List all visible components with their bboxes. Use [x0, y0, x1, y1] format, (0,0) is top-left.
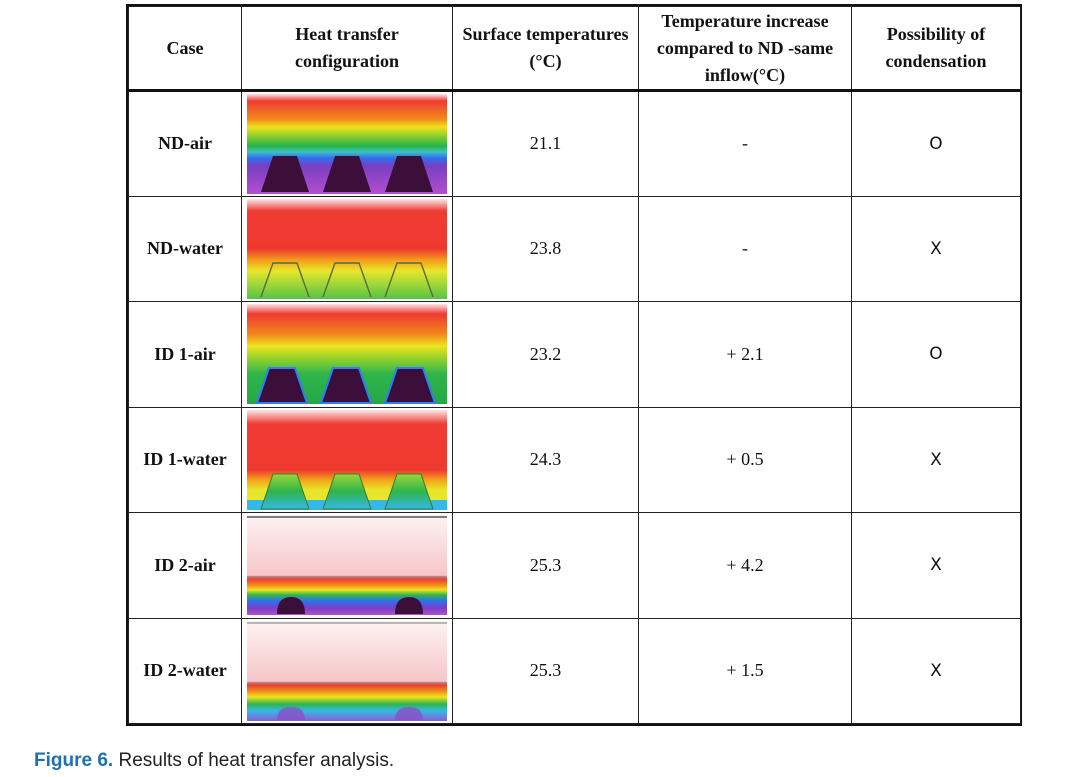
temperature-increase-cell: + 4.2	[638, 512, 852, 619]
results-table-frame: Case Heat transfer configuration Surface…	[126, 4, 1022, 726]
heat-map-id1-water	[247, 409, 447, 510]
heat-map-cell	[241, 90, 453, 197]
figure-label: Figure 6.	[34, 750, 114, 771]
case-cell: ND-water	[128, 195, 242, 302]
condensation-cell: X	[851, 195, 1021, 302]
temperature-increase-cell: + 0.5	[638, 406, 852, 513]
case-cell: ID 2-water	[128, 617, 242, 724]
condensation-cell: X	[851, 617, 1021, 724]
heat-map-id2-water	[247, 620, 447, 721]
header-configuration: Heat transfer configuration	[241, 6, 453, 92]
table-row: ID 1-water	[128, 406, 1021, 513]
heat-map-nd-water	[247, 198, 447, 299]
case-cell: ID 2-air	[128, 512, 242, 619]
surface-temperature-cell: 25.3	[452, 512, 639, 619]
surface-temperature-cell: 23.2	[452, 301, 639, 408]
condensation-cell: O	[851, 301, 1021, 408]
table-row: ID 2-air	[128, 512, 1021, 619]
surface-temperature-cell: 25.3	[452, 617, 639, 724]
condensation-cell: X	[851, 406, 1021, 513]
heat-map-id2-air	[247, 515, 447, 616]
header-case: Case	[128, 6, 242, 92]
heat-map-nd-air	[247, 93, 447, 194]
heat-map-cell	[241, 512, 453, 619]
table-row: ND-water	[128, 195, 1021, 302]
condensation-cell: O	[851, 90, 1021, 197]
figure-caption-text: Results of heat transfer analysis.	[113, 750, 395, 771]
header-condensation: Possibility of condensation	[851, 6, 1021, 92]
results-table: Case Heat transfer configuration Surface…	[128, 6, 1021, 724]
heat-map-id1-air	[247, 304, 447, 405]
figure-caption: Figure 6. Results of heat transfer analy…	[34, 750, 394, 772]
case-cell: ID 1-air	[128, 301, 242, 408]
heat-map-cell	[241, 406, 453, 513]
case-cell: ID 1-water	[128, 406, 242, 513]
heat-map-cell	[241, 195, 453, 302]
temperature-increase-cell: + 1.5	[638, 617, 852, 724]
heat-map-cell	[241, 617, 453, 724]
surface-temperature-cell: 21.1	[452, 90, 639, 197]
header-surface-temperature: Surface temperatures (°C)	[452, 6, 639, 92]
table-row: ID 1-air	[128, 301, 1021, 408]
surface-temperature-cell: 23.8	[452, 195, 639, 302]
table-row: ID 2-water	[128, 617, 1021, 724]
table-row: ND-air	[128, 90, 1021, 197]
surface-temperature-cell: 24.3	[452, 406, 639, 513]
temperature-increase-cell: -	[638, 195, 852, 302]
heat-map-cell	[241, 301, 453, 408]
header-temperature-increase: Temperature increase compared to ND -sam…	[638, 6, 852, 92]
case-cell: ND-air	[128, 90, 242, 197]
temperature-increase-cell: + 2.1	[638, 301, 852, 408]
header-row: Case Heat transfer configuration Surface…	[128, 6, 1021, 92]
condensation-cell: X	[851, 512, 1021, 619]
temperature-increase-cell: -	[638, 90, 852, 197]
